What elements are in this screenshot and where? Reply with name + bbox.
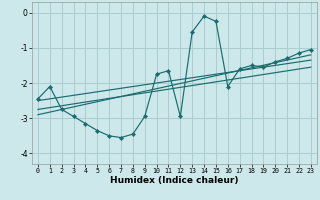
X-axis label: Humidex (Indice chaleur): Humidex (Indice chaleur) (110, 176, 239, 185)
